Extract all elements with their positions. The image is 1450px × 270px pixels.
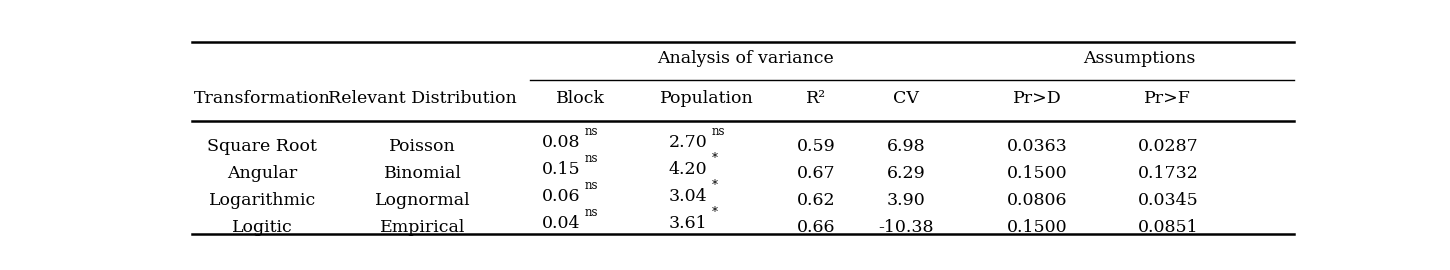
Text: 0.59: 0.59 — [798, 138, 835, 155]
Text: Analysis of variance: Analysis of variance — [657, 50, 834, 67]
Text: 0.15: 0.15 — [541, 161, 580, 178]
Text: 0.0287: 0.0287 — [1138, 138, 1198, 155]
Text: Pr>D: Pr>D — [1014, 90, 1061, 107]
Text: 0.1500: 0.1500 — [1008, 219, 1067, 236]
Text: 0.66: 0.66 — [798, 219, 835, 236]
Text: -10.38: -10.38 — [879, 219, 934, 236]
Text: 0.0806: 0.0806 — [1008, 192, 1067, 209]
Text: ns: ns — [584, 179, 599, 192]
Text: 2.70: 2.70 — [668, 134, 708, 151]
Text: 4.20: 4.20 — [668, 161, 708, 178]
Text: Pr>F: Pr>F — [1144, 90, 1192, 107]
Text: 0.67: 0.67 — [798, 165, 835, 182]
Text: Poisson: Poisson — [390, 138, 457, 155]
Text: Logitic: Logitic — [232, 219, 293, 236]
Text: Angular: Angular — [228, 165, 297, 182]
Text: ns: ns — [712, 125, 725, 138]
Text: 3.04: 3.04 — [668, 188, 708, 205]
Text: *: * — [712, 152, 718, 165]
Text: 3.61: 3.61 — [668, 215, 708, 232]
Text: CV: CV — [893, 90, 919, 107]
Text: R²: R² — [806, 90, 826, 107]
Text: Transformation: Transformation — [194, 90, 331, 107]
Text: 0.08: 0.08 — [542, 134, 580, 151]
Text: 0.1500: 0.1500 — [1008, 165, 1067, 182]
Text: *: * — [712, 179, 718, 192]
Text: ns: ns — [584, 125, 599, 138]
Text: 3.90: 3.90 — [887, 192, 925, 209]
Text: Empirical: Empirical — [380, 219, 465, 236]
Text: 0.0363: 0.0363 — [1008, 138, 1067, 155]
Text: 0.62: 0.62 — [798, 192, 835, 209]
Text: Binomial: Binomial — [384, 165, 461, 182]
Text: Relevant Distribution: Relevant Distribution — [329, 90, 518, 107]
Text: Population: Population — [660, 90, 754, 107]
Text: 0.04: 0.04 — [542, 215, 580, 232]
Text: ns: ns — [584, 206, 599, 220]
Text: 6.98: 6.98 — [887, 138, 925, 155]
Text: 0.06: 0.06 — [542, 188, 580, 205]
Text: Logarithmic: Logarithmic — [209, 192, 316, 209]
Text: Lognormal: Lognormal — [376, 192, 471, 209]
Text: 0.0345: 0.0345 — [1138, 192, 1198, 209]
Text: 0.0851: 0.0851 — [1138, 219, 1198, 236]
Text: Square Root: Square Root — [207, 138, 318, 155]
Text: *: * — [712, 206, 718, 220]
Text: 6.29: 6.29 — [887, 165, 925, 182]
Text: ns: ns — [584, 152, 599, 165]
Text: 0.1732: 0.1732 — [1137, 165, 1198, 182]
Text: Assumptions: Assumptions — [1083, 50, 1195, 67]
Text: Block: Block — [555, 90, 605, 107]
